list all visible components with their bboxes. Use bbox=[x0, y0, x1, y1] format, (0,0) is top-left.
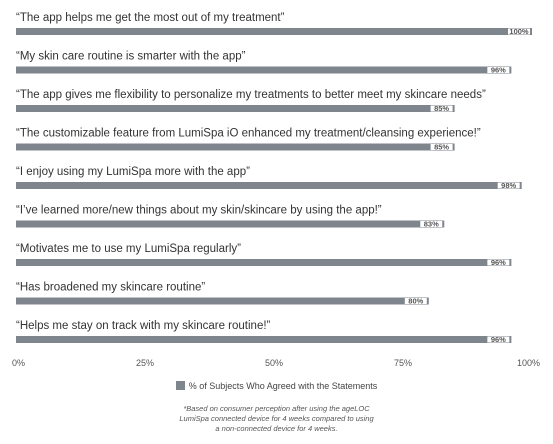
bar-value-label-1: 100% bbox=[509, 27, 529, 36]
legend-swatch bbox=[175, 381, 185, 390]
x-tick-label-5: 100% bbox=[517, 358, 540, 368]
bar-4 bbox=[16, 143, 455, 151]
bar-value-label-7: 96% bbox=[491, 258, 506, 267]
bar-7 bbox=[16, 259, 512, 266]
bar-value-bg-8 bbox=[404, 298, 427, 304]
bar-value-bg-9 bbox=[487, 336, 510, 343]
bar-1 bbox=[16, 28, 532, 35]
footnote-line-2: LumiSpa connected device for 4 weeks com… bbox=[179, 414, 374, 423]
bar-value-bg-7 bbox=[487, 259, 510, 266]
statement-label-4: “The customizable feature from LumiSpa i… bbox=[16, 128, 481, 140]
bar-8 bbox=[16, 297, 429, 305]
footnote-line-3: a non-connected device for 4 weeks. bbox=[215, 424, 338, 433]
bar-value-bg-4 bbox=[430, 144, 453, 150]
x-tick-label-1: 0% bbox=[12, 358, 25, 368]
bar-value-label-6: 83% bbox=[424, 220, 439, 229]
bar-9 bbox=[16, 336, 512, 343]
bar-value-label-3: 85% bbox=[434, 104, 449, 113]
bar-value-label-2: 96% bbox=[491, 66, 506, 75]
bar-value-label-5: 98% bbox=[501, 181, 516, 190]
bar-value-bg-2 bbox=[487, 67, 510, 73]
bar-3 bbox=[16, 105, 455, 112]
bar-6 bbox=[16, 220, 445, 228]
statement-label-9: “Helps me stay on track with my skincare… bbox=[16, 320, 271, 332]
x-tick-label-2: 25% bbox=[136, 358, 154, 368]
footnote: *Based on consumer perception after usin… bbox=[0, 404, 553, 434]
bar-value-bg-5 bbox=[497, 182, 520, 189]
statement-label-3: “The app gives me flexibility to persona… bbox=[16, 89, 486, 101]
legend-label: % of Subjects Who Agreed with the Statem… bbox=[188, 381, 378, 391]
bar-value-bg-6 bbox=[420, 221, 443, 227]
bar-value-bg-1 bbox=[508, 28, 530, 35]
bar-value-label-4: 85% bbox=[434, 143, 449, 152]
bar-2 bbox=[16, 66, 512, 74]
statement-label-5: “I enjoy using my LumiSpa more with the … bbox=[16, 166, 250, 178]
x-tick-label-4: 75% bbox=[394, 358, 412, 368]
statement-label-2: “My skin care routine is smarter with th… bbox=[16, 51, 246, 63]
bar-value-label-9: 96% bbox=[491, 335, 506, 344]
footnote-line-1: *Based on consumer perception after usin… bbox=[183, 404, 370, 413]
chart-legend: % of Subjects Who Agreed with the Statem… bbox=[0, 381, 553, 391]
statement-label-1: “The app helps me get the most out of my… bbox=[16, 12, 285, 24]
statement-label-7: “Motivates me to use my LumiSpa regularl… bbox=[16, 243, 241, 255]
bar-value-label-8: 80% bbox=[408, 297, 423, 306]
bar-5 bbox=[16, 182, 522, 189]
x-tick-label-3: 50% bbox=[265, 358, 283, 368]
bar-value-bg-3 bbox=[430, 105, 453, 112]
statement-label-8: “Has broadened my skincare routine” bbox=[16, 282, 205, 294]
statement-label-6: “I’ve learned more/new things about my s… bbox=[16, 205, 382, 217]
